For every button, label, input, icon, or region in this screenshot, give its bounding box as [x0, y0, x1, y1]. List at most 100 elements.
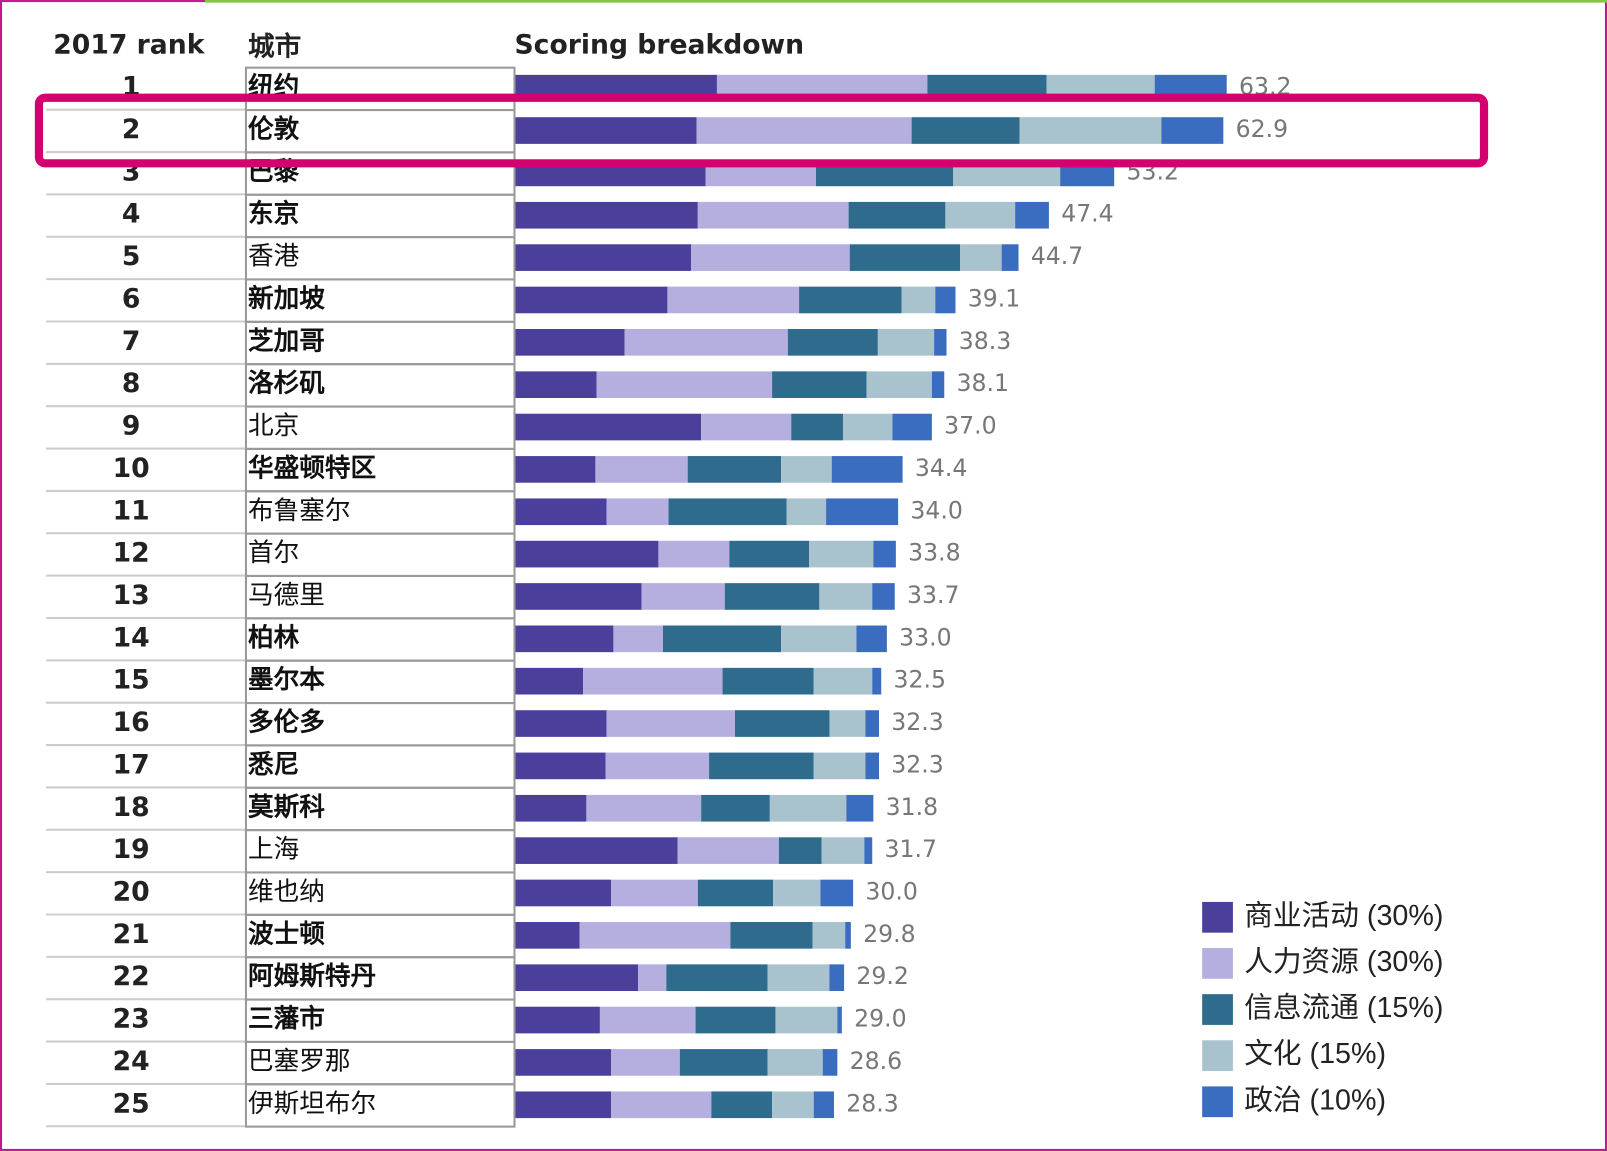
total-label: 29.0 — [854, 1005, 906, 1033]
rank: 11 — [113, 495, 150, 526]
bar-segment — [722, 667, 814, 695]
legend-swatch — [1202, 901, 1233, 933]
bar-segment — [931, 371, 945, 399]
bar-segment — [515, 1091, 612, 1119]
legend-label: 信息流通 (15%) — [1244, 992, 1443, 1024]
bar-segment — [599, 1006, 696, 1034]
bar-segment — [515, 371, 597, 399]
rank: 22 — [113, 961, 150, 992]
total-label: 29.2 — [856, 962, 908, 990]
city: 香港 — [248, 242, 300, 272]
rank: 20 — [113, 876, 150, 907]
bar-segment — [679, 1049, 768, 1076]
bar-segment — [819, 583, 873, 610]
bar-segment — [848, 201, 946, 229]
city: 悉尼 — [248, 750, 299, 780]
city: 上海 — [248, 835, 299, 865]
total-label: 32.3 — [891, 708, 943, 736]
bar-segment — [687, 456, 782, 483]
bar-segment — [515, 625, 614, 653]
bar-segment — [624, 328, 788, 356]
bar-segment — [734, 710, 830, 737]
bar-segment — [515, 879, 612, 907]
bar-segment — [901, 286, 936, 314]
city: 阿姆斯特丹 — [248, 961, 376, 992]
bar-segment — [611, 1049, 680, 1076]
total-label: 32.5 — [894, 666, 946, 694]
bar-segment — [515, 1006, 600, 1034]
bar-segment — [831, 456, 903, 483]
bar-segment — [515, 456, 596, 483]
legend-swatch — [1202, 1040, 1233, 1072]
bar-segment — [515, 710, 607, 737]
legend-label: 人力资源 (30%) — [1244, 946, 1443, 978]
city: 巴塞罗那 — [248, 1046, 350, 1076]
bar-segment — [606, 710, 735, 737]
bar-segment — [892, 413, 932, 441]
rank: 12 — [113, 538, 150, 569]
total-label: 37.0 — [944, 412, 996, 440]
bar-segment — [837, 1006, 842, 1034]
bar-segment — [829, 710, 866, 737]
bar-segment — [691, 244, 850, 271]
rank: 15 — [113, 665, 150, 696]
total-label: 47.4 — [1061, 200, 1113, 228]
total-label: 33.7 — [907, 581, 959, 609]
legend-label: 文化 (15%) — [1244, 1038, 1386, 1070]
bar-segment — [813, 1091, 834, 1119]
bar-segment — [515, 667, 584, 695]
bar-segment — [595, 456, 688, 483]
bar-segment — [935, 286, 956, 314]
city: 墨尔本 — [248, 664, 325, 695]
bar-segment — [773, 879, 821, 907]
total-label: 33.8 — [908, 539, 960, 567]
rank: 24 — [113, 1046, 150, 1077]
city: 首尔 — [248, 538, 299, 568]
bar-segment — [1161, 117, 1224, 144]
bar-segment — [711, 1091, 773, 1119]
bar-segment — [696, 117, 912, 144]
bar-segment — [606, 498, 669, 526]
rank: 6 — [122, 283, 141, 314]
rank: 23 — [113, 1004, 150, 1035]
bar-segment — [515, 498, 607, 526]
bar-segment — [856, 625, 887, 653]
breakdown-header: Scoring breakdown — [514, 30, 804, 61]
bar-segment — [697, 879, 774, 907]
rank: 7 — [122, 326, 141, 357]
bar-segment — [729, 540, 810, 568]
bar-segment — [515, 794, 587, 822]
bar-segment — [767, 1049, 823, 1076]
bar-segment — [821, 837, 865, 864]
bar-segment — [865, 710, 879, 737]
total-label: 32.3 — [891, 750, 943, 778]
rank: 8 — [122, 368, 141, 399]
bar-segment — [822, 1049, 838, 1076]
city: 马德里 — [248, 580, 325, 610]
rank: 14 — [113, 622, 150, 653]
bar-segment — [849, 244, 961, 271]
city: 多伦多 — [248, 707, 325, 738]
total-label: 38.1 — [957, 369, 1009, 397]
bar-segment — [658, 540, 730, 568]
bar-segment — [701, 794, 770, 822]
city: 柏林 — [248, 623, 300, 653]
legend-swatch — [1202, 994, 1233, 1025]
bar-segment — [864, 837, 873, 864]
highlight-box — [34, 93, 1489, 168]
rank: 16 — [113, 707, 150, 738]
bar-segment — [515, 201, 698, 229]
bar-segment — [611, 879, 698, 907]
city: 莫斯科 — [248, 792, 325, 822]
total-label: 34.4 — [915, 454, 967, 482]
city: 新加坡 — [248, 283, 325, 314]
bar-segment — [820, 879, 854, 907]
bar-segment — [767, 964, 830, 992]
bar-segment — [813, 752, 866, 780]
bar-segment — [724, 583, 820, 610]
bar-segment — [586, 794, 702, 822]
bar-segment — [667, 286, 800, 314]
bar-segment — [845, 922, 851, 949]
bar-segment — [791, 413, 843, 441]
bar-segment — [960, 244, 1002, 271]
